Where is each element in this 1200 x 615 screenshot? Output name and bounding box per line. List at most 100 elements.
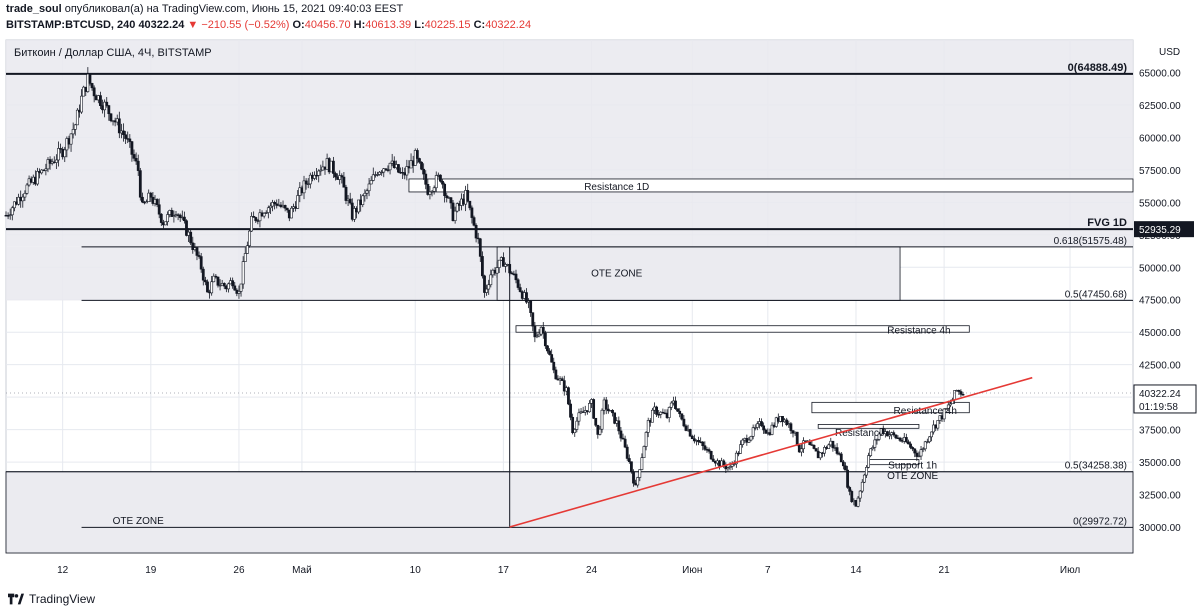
symbol-label[interactable]: BITSTAMP:BTCUSD, 240 <box>6 19 136 31</box>
candle-body <box>535 335 539 338</box>
candle-body <box>650 409 654 423</box>
candle-body <box>388 162 392 171</box>
candle-body <box>317 170 321 176</box>
candle-body <box>290 207 293 219</box>
x-tick-label: 12 <box>57 565 69 576</box>
candle-body <box>598 428 602 435</box>
candle-body <box>141 196 144 203</box>
candle-body <box>227 283 230 290</box>
candle-body <box>703 445 707 450</box>
candle-body <box>749 436 753 441</box>
publish-info: trade_soul опубликовал(а) на TradingView… <box>6 3 403 15</box>
candle-body <box>46 159 50 170</box>
candle-body <box>88 73 92 84</box>
candle-body <box>625 446 629 459</box>
fvg-price-tag <box>1134 221 1194 238</box>
candle-body <box>334 173 337 178</box>
candle-body <box>250 216 253 232</box>
candle-body <box>682 418 686 427</box>
footer-brand[interactable]: TradingView <box>29 592 96 606</box>
candle-body <box>92 87 96 97</box>
zone-box <box>515 325 970 333</box>
candle-body <box>732 463 736 465</box>
candle-body <box>455 203 459 212</box>
candle-body <box>762 425 766 431</box>
y-tick-label: 30000.00 <box>1139 523 1181 534</box>
candle-body <box>371 174 375 181</box>
candle-body <box>707 449 711 452</box>
zone-label: Resistance 4h <box>887 326 950 337</box>
candle-body <box>529 300 533 313</box>
x-tick-label: 14 <box>850 565 862 576</box>
author-name[interactable]: trade_soul <box>6 3 62 15</box>
candle-body <box>800 448 803 453</box>
y-tick-label: 55000.00 <box>1139 198 1181 209</box>
candle-body <box>80 95 83 113</box>
candle-body <box>552 361 556 371</box>
candle-body <box>928 436 931 443</box>
candle-body <box>73 124 77 130</box>
candle-body <box>888 434 891 437</box>
candle-body <box>185 220 188 236</box>
candle-body <box>917 455 921 458</box>
x-tick-label: Май <box>292 565 312 576</box>
candle-body <box>296 195 300 209</box>
candle-body <box>841 461 845 467</box>
candle-body <box>592 399 596 419</box>
candle-body <box>850 491 854 502</box>
candle-body <box>770 424 774 435</box>
last-price: 40322.24 <box>138 19 185 31</box>
candle-body <box>420 161 423 170</box>
candle-body <box>604 399 608 410</box>
candle-body <box>554 369 558 380</box>
high-value: 40613.39 <box>365 19 412 31</box>
candle-body <box>466 190 470 202</box>
candle-body <box>75 109 79 126</box>
candle-body <box>428 191 432 195</box>
footer: TradingView <box>8 592 95 606</box>
candle-body <box>613 412 617 424</box>
candle-body <box>103 101 107 111</box>
candle-body <box>130 141 134 155</box>
candle-body <box>25 184 29 194</box>
candle-body <box>283 205 287 209</box>
candle-body <box>823 447 826 454</box>
candle-body <box>245 245 249 254</box>
countdown-label: 01:19:58 <box>1139 402 1178 413</box>
candle-body <box>730 464 734 467</box>
candle-body <box>313 174 316 179</box>
candle-body <box>107 105 111 115</box>
candle-body <box>474 225 478 239</box>
candle-body <box>606 408 610 412</box>
candle-body <box>501 257 505 267</box>
candle-body <box>632 471 635 484</box>
candle-body <box>785 419 789 425</box>
candle-body <box>827 444 831 449</box>
fib-level-label: 0.618(51575.48) <box>1054 236 1127 247</box>
candle-body <box>222 283 226 287</box>
candle-body <box>873 439 877 448</box>
candle-body <box>751 427 755 437</box>
candle-body <box>690 435 694 440</box>
candle-body <box>560 378 564 381</box>
candle-body <box>124 134 128 139</box>
candle-body <box>418 158 421 163</box>
candle-body <box>812 444 816 449</box>
candle-body <box>319 169 323 172</box>
candle-body <box>959 391 963 395</box>
candle-body <box>514 273 518 281</box>
candle-body <box>913 448 917 454</box>
published-text: опубликовал(а) на TradingView.com, Июнь … <box>64 3 404 15</box>
price-chart[interactable]: 0(64888.49) FVG 1D 0.618(51575.48) 0.5(4745… <box>0 0 1200 590</box>
candle-body <box>239 283 243 292</box>
candle-body <box>262 212 266 217</box>
candle-body <box>600 409 604 430</box>
candle-body <box>302 180 306 194</box>
last-price-tag <box>1133 384 1197 414</box>
x-tick-label: 26 <box>233 565 245 576</box>
x-tick-label: 7 <box>765 565 771 576</box>
candle-body <box>453 210 457 221</box>
candle-body <box>212 275 216 283</box>
zone-box <box>5 471 1134 554</box>
candle-body <box>923 441 927 450</box>
